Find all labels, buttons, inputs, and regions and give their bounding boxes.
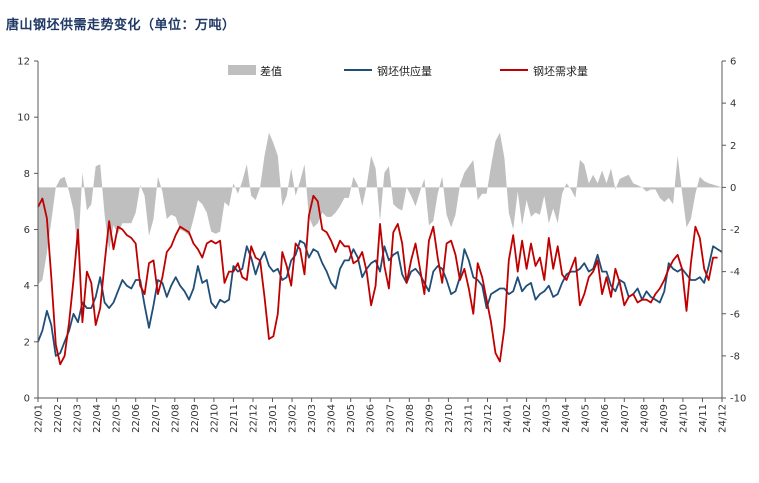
x-tick-label: 24/06 bbox=[600, 404, 611, 433]
legend-label-supply: 钢坯供应量 bbox=[377, 64, 432, 78]
left-tick-label: 4 bbox=[24, 281, 30, 292]
x-tick-label: 23/10 bbox=[444, 404, 455, 433]
left-tick-label: 12 bbox=[17, 57, 30, 68]
supply-line bbox=[37, 239, 723, 357]
right-tick-label: -10 bbox=[730, 394, 746, 405]
x-tick-label: 23/06 bbox=[366, 404, 377, 433]
x-tick-label: 22/11 bbox=[229, 404, 240, 433]
x-tick-label: 23/12 bbox=[483, 404, 494, 433]
left-tick-label: 10 bbox=[17, 113, 30, 124]
x-tick-label: 24/10 bbox=[678, 404, 689, 433]
x-tick-label: 22/07 bbox=[151, 404, 162, 433]
right-tick-label: -4 bbox=[730, 267, 740, 278]
x-tick-label: 22/03 bbox=[73, 404, 84, 433]
legend: 差值 钢坯供应量 钢坯需求量 bbox=[228, 64, 588, 78]
left-tick-label: 2 bbox=[24, 337, 30, 348]
left-tick-label: 8 bbox=[24, 169, 30, 180]
x-tick-label: 24/12 bbox=[718, 404, 729, 433]
x-tick-label: 24/03 bbox=[542, 404, 553, 433]
x-tick-label: 23/07 bbox=[385, 404, 396, 433]
plot-area bbox=[37, 132, 723, 366]
x-tick-label: 24/08 bbox=[639, 404, 650, 433]
x-tick-label: 22/05 bbox=[112, 404, 123, 433]
legend-swatch-diff bbox=[228, 65, 256, 75]
legend-label-demand: 钢坯需求量 bbox=[533, 65, 588, 78]
x-tick-label: 24/02 bbox=[522, 404, 533, 433]
demand-line bbox=[37, 194, 718, 366]
x-tick-label: 22/04 bbox=[92, 404, 103, 433]
x-tick-label: 24/01 bbox=[503, 404, 514, 433]
x-tick-label: 23/01 bbox=[268, 404, 279, 433]
axes: 0 2 4 6 8 10 12 -10 -8 -6 -4 -2 0 2 4 6 22/01 22/02 22/03 2… bbox=[17, 57, 746, 433]
x-tick-label: 23/05 bbox=[346, 404, 357, 433]
x-tick-label: 23/11 bbox=[463, 404, 474, 433]
x-tick-label: 22/02 bbox=[53, 404, 64, 433]
x-tick-label: 23/04 bbox=[327, 404, 338, 433]
chart-title: 唐山钢坯供需走势变化（单位：万吨） bbox=[6, 18, 236, 33]
x-tick-label: 23/02 bbox=[288, 404, 299, 433]
x-tick-label: 22/06 bbox=[131, 404, 142, 433]
x-tick-label: 24/09 bbox=[659, 404, 670, 433]
diff-area bbox=[38, 132, 722, 285]
x-tick-label: 22/09 bbox=[190, 404, 201, 433]
right-tick-label: -6 bbox=[730, 309, 740, 320]
x-tick-label: 22/08 bbox=[170, 404, 181, 433]
legend-label-diff: 差值 bbox=[260, 64, 282, 78]
right-tick-label: -2 bbox=[730, 225, 740, 236]
x-tick-label: 24/11 bbox=[698, 404, 709, 433]
x-tick-label: 23/08 bbox=[405, 404, 416, 433]
x-tick-label: 22/12 bbox=[248, 404, 259, 433]
left-tick-label: 0 bbox=[24, 394, 30, 405]
x-tick-label: 24/04 bbox=[561, 404, 572, 433]
right-tick-label: -8 bbox=[730, 351, 740, 362]
x-tick-label: 22/10 bbox=[209, 404, 220, 433]
x-tick-label: 24/05 bbox=[581, 404, 592, 433]
x-tick-label: 23/09 bbox=[424, 404, 435, 433]
x-tick-label: 24/07 bbox=[620, 404, 631, 433]
right-tick-label: 4 bbox=[730, 99, 736, 110]
x-tick-label: 22/01 bbox=[34, 404, 45, 433]
right-tick-label: 6 bbox=[730, 57, 736, 68]
right-tick-label: 0 bbox=[730, 183, 736, 194]
x-tick-label: 23/03 bbox=[307, 404, 318, 433]
left-tick-label: 6 bbox=[24, 225, 30, 236]
right-tick-label: 2 bbox=[730, 141, 736, 152]
